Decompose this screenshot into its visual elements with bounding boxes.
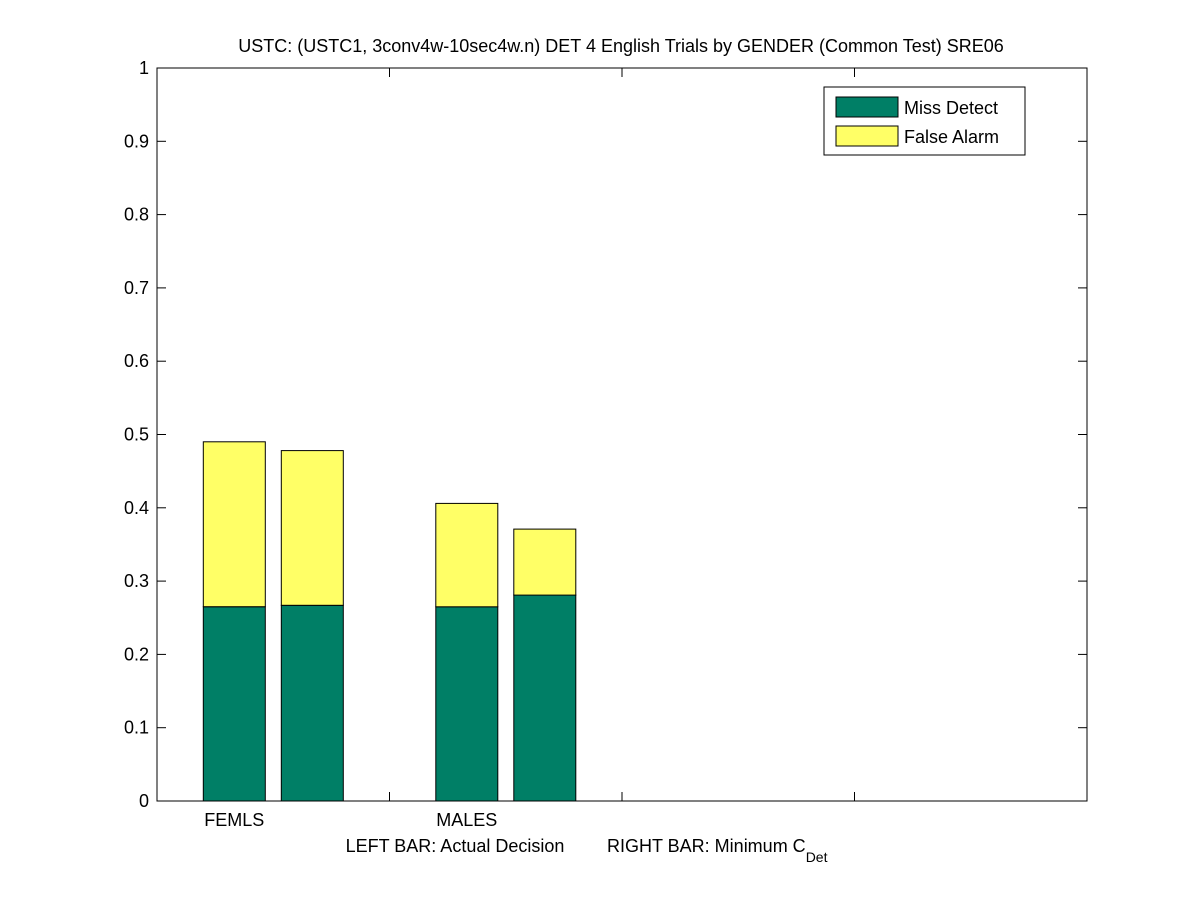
y-tick-label: 0 xyxy=(139,791,149,811)
x-label-left: LEFT BAR: Actual Decision xyxy=(346,836,565,856)
x-label-right-main: RIGHT BAR: Minimum C xyxy=(607,836,806,856)
x-axis-label: LEFT BAR: Actual Decision RIGHT BAR: Min… xyxy=(346,836,828,865)
legend-swatch xyxy=(835,125,899,147)
legend-entry: False Alarm xyxy=(904,127,999,147)
y-tick-label: 0.1 xyxy=(124,718,149,738)
y-tick-label: 0.7 xyxy=(124,278,149,298)
chart-title: USTC: (USTC1, 3conv4w-10sec4w.n) DET 4 E… xyxy=(238,36,1004,56)
y-tick-label: 0.9 xyxy=(124,131,149,151)
legend-entry: Miss Detect xyxy=(904,98,998,118)
legend-swatch xyxy=(835,96,899,118)
y-tick-label: 0.3 xyxy=(124,571,149,591)
y-tick-label: 0.5 xyxy=(124,425,149,445)
bar-femls-right-false-alarm xyxy=(280,450,344,606)
bar-males-left-miss-detect xyxy=(435,606,499,802)
svg-text:RIGHT BAR: Minimum CDet: RIGHT BAR: Minimum CDet xyxy=(607,836,828,865)
y-tick-label: 0.8 xyxy=(124,205,149,225)
bar-males-left-false-alarm xyxy=(435,502,499,608)
x-label-right-subscript: Det xyxy=(806,849,828,865)
y-tick-label: 0.6 xyxy=(124,351,149,371)
bar-femls-left-false-alarm xyxy=(202,441,266,608)
x-tick-label: FEMLS xyxy=(204,810,264,830)
y-tick-label: 0.2 xyxy=(124,644,149,664)
y-tick-label: 1 xyxy=(139,58,149,78)
bar-males-right-miss-detect xyxy=(513,594,577,802)
bar-femls-left-miss-detect xyxy=(202,606,266,802)
x-tick-label: MALES xyxy=(436,810,497,830)
bar-males-right-false-alarm xyxy=(513,528,577,596)
axes-frame xyxy=(156,67,1088,802)
bar-femls-right-miss-detect xyxy=(280,604,344,802)
plot-area: FEMLS MALES 0 0.1 0.2 0.3 0.4 0.5 0.6 0.7 0.8 0.9 1 M… xyxy=(124,58,1088,830)
legend: Miss Detect False Alarm xyxy=(823,86,1026,156)
y-tick-label: 0.4 xyxy=(124,498,149,518)
